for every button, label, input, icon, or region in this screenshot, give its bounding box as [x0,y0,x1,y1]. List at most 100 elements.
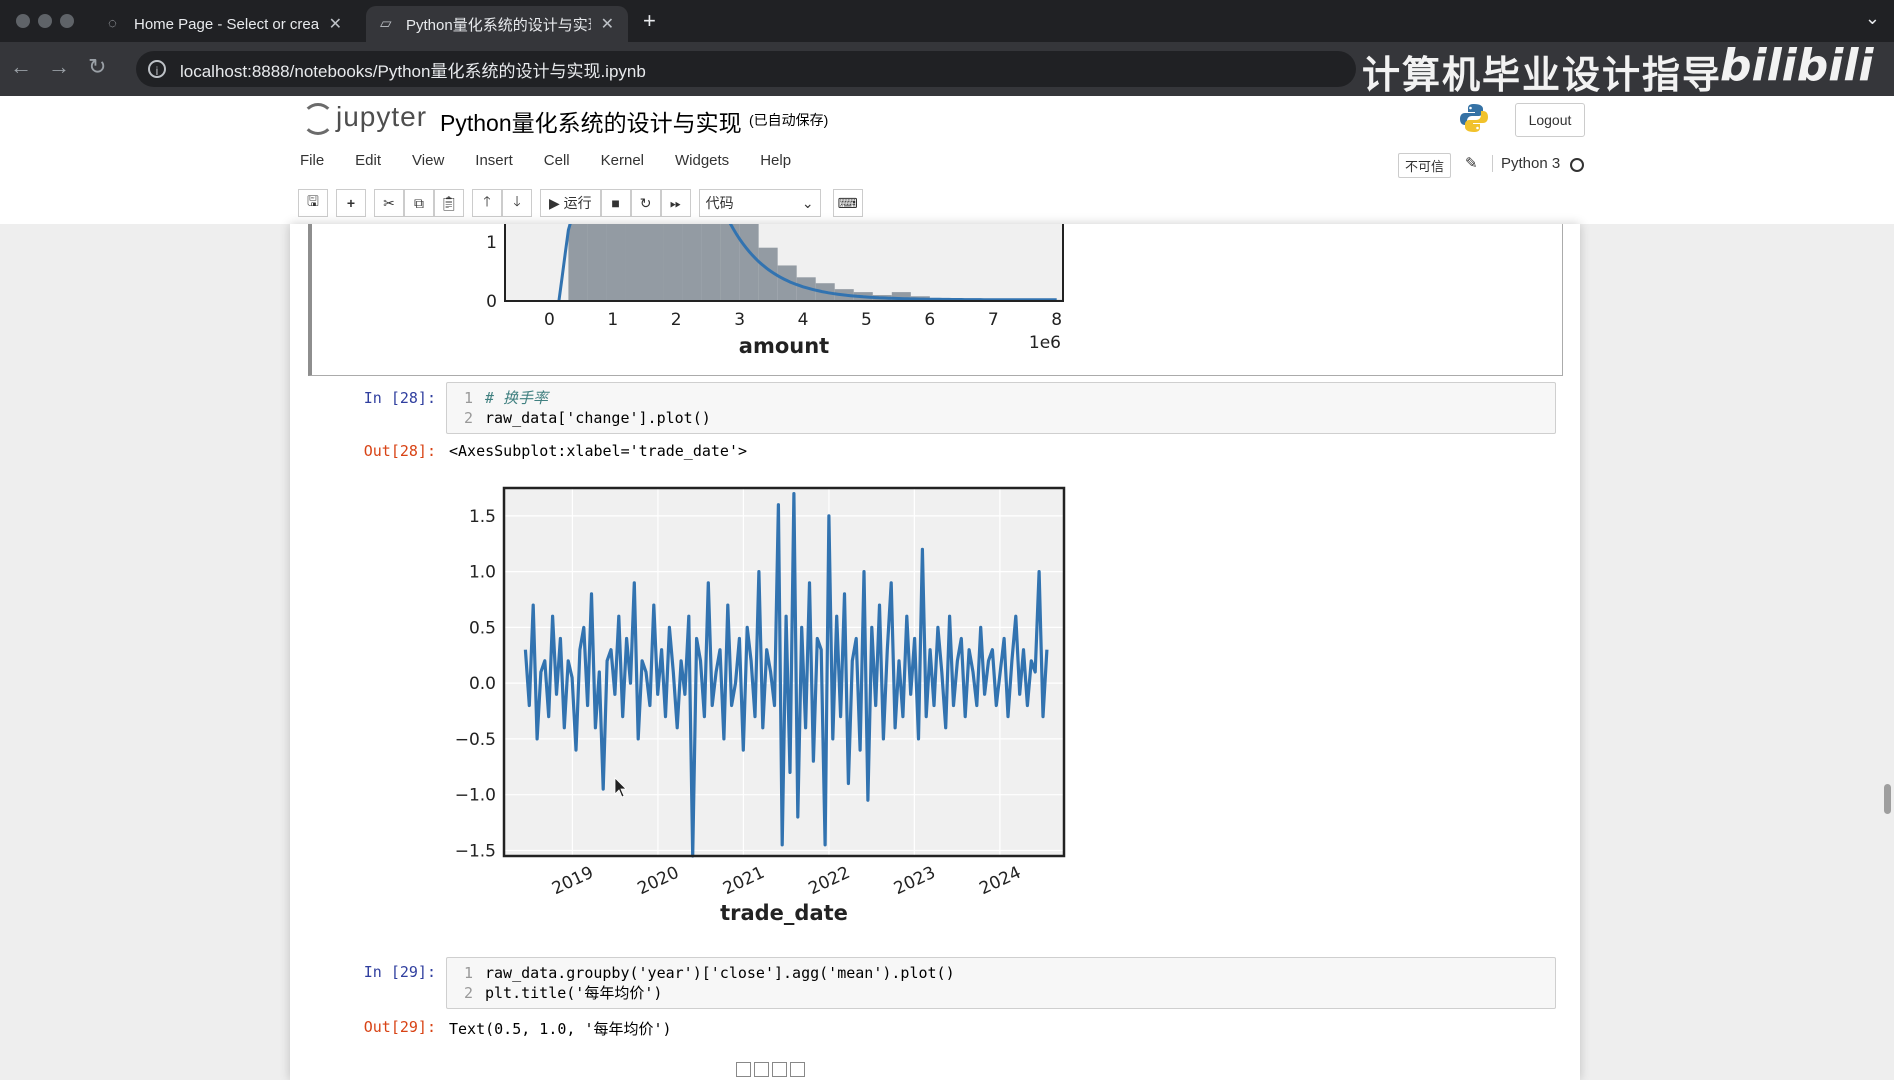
histogram-bar [568,224,588,301]
paste-button[interactable]: 📋︎ [434,189,464,217]
histogram-bar [758,247,778,301]
code-cell-input[interactable]: 1 raw_data.groupby('year')['close'].agg('… [446,957,1556,1009]
notebook-title[interactable]: Python量化系统的设计与实现 [440,110,742,136]
kernel-name[interactable]: Python 3 [1492,155,1560,172]
x-tick-label: 2024 [976,863,1024,899]
window-close-icon[interactable] [16,14,30,28]
y-tick-label: 0.5 [469,618,496,638]
x-tick-label: 2023 [891,863,939,899]
x-tick-label: 5 [861,310,872,330]
histogram-bar [625,224,645,301]
logout-button[interactable]: Logout [1515,103,1585,137]
x-tick-label: 2020 [634,863,682,899]
cell-output-text: Text(0.5, 1.0, '每年均价') [449,1020,672,1038]
info-icon[interactable]: i [148,60,166,78]
tab-notebook[interactable]: ▱ Python量化系统的设计与实现 ✕ [366,6,628,42]
restart-run-all-button[interactable]: ⏩︎ [660,189,691,217]
watermark-text: 计算机毕业设计指导 [1362,53,1723,97]
series-line [523,492,1049,858]
y-tick-label: −1.0 [455,786,496,806]
restart-button[interactable]: ↻ [630,189,661,217]
code-line: plt.title('每年均价') [485,984,663,1002]
menu-edit[interactable]: Edit [355,152,382,169]
chevron-down-icon: ⌄ [801,194,814,211]
jupyter-logo-text[interactable]: jupyter [336,101,428,132]
y-tick-label: 1 [486,233,497,253]
code-line: raw_data.groupby('year')['close'].agg('m… [485,964,955,982]
stop-icon: ■ [611,195,620,211]
cell-type-select[interactable]: 代码 ⌄ [698,189,821,217]
y-tick-label: 1.5 [469,507,496,527]
page-scrollbar[interactable] [1884,784,1891,814]
loading-icon: ◌ [108,15,117,32]
line-number: 2 [463,984,473,1002]
pencil-icon[interactable]: ✎ [1465,155,1478,172]
menu-cell[interactable]: Cell [543,152,570,169]
browser-tab-bar: ◌ Home Page - Select or creat ✕ ▱ Python… [0,0,1894,42]
tab-title: Home Page - Select or creat [134,15,319,33]
code-line: # 换手率 [485,389,549,407]
new-tab-icon[interactable]: + [643,8,656,33]
x-tick-label: 1 [607,310,618,330]
arrow-up-icon: 🡑 [483,193,491,209]
restart-icon: ↻ [639,194,652,211]
notebook-icon: ▱ [380,15,392,32]
histogram-bar [777,265,797,301]
cell-prompt-in: In [29]: [363,963,436,981]
menu-view[interactable]: View [412,152,445,169]
copy-icon: ⧉ [414,194,424,211]
save-icon: 🖫 [307,193,319,209]
move-up-button[interactable]: 🡑 [472,189,502,217]
x-tick-label: 2022 [805,863,853,899]
x-tick-label: 2019 [549,863,597,899]
address-bar: ← → ↻ i localhost:8888/notebooks/Python量… [0,42,1894,96]
cut-button[interactable]: ✂ [374,189,404,217]
amount-histogram-chart: 0 1 0 1 2 3 4 5 6 7 8 amount 1e6 [486,224,1064,354]
arrow-down-icon: 🡓 [513,193,521,209]
plot-border [502,486,1066,858]
run-label: 运行 [563,195,592,211]
menu-widgets[interactable]: Widgets [675,152,730,169]
x-tick-label: 7 [988,310,999,330]
back-icon[interactable]: ← [10,54,32,79]
code-cell-input[interactable]: 1 # 换手率 2 raw_data['change'].plot() [446,382,1556,434]
cell-prompt-in: In [28]: [363,389,436,407]
histogram-bar [587,224,607,301]
tab-home-page[interactable]: ◌ Home Page - Select or creat ✕ [94,6,356,42]
menu-bar: File Edit View Insert Cell Kernel Widget… [300,152,822,176]
cell-type-value: 代码 [705,195,734,211]
plot-border [504,224,1064,302]
x-axis-label: trade_date [720,901,848,925]
close-icon[interactable]: ✕ [328,16,342,33]
reload-icon[interactable]: ↻ [88,54,107,79]
save-button[interactable]: 🖫 [298,189,328,217]
run-button[interactable]: ▶ 运行 [540,189,601,217]
menu-file[interactable]: File [300,152,325,169]
trust-button[interactable]: 不可信 [1398,153,1452,178]
move-down-button[interactable]: 🡓 [502,189,532,217]
window-maximize-icon[interactable] [60,14,74,28]
x-tick-label: 2021 [720,863,768,899]
menu-insert[interactable]: Insert [475,152,513,169]
previous-output-cell[interactable] [308,224,1563,376]
y-tick-label: −0.5 [455,730,496,750]
histogram-bar [606,224,626,301]
play-icon: ▶ [549,194,564,211]
partial-output-glyphs [736,1062,805,1077]
interrupt-button[interactable]: ■ [600,189,631,217]
close-icon[interactable]: ✕ [600,16,614,33]
x-offset-label: 1e6 [1029,333,1061,353]
insert-cell-button[interactable]: + [336,189,366,217]
x-axis-label: amount [739,334,829,354]
window-minimize-icon[interactable] [38,14,52,28]
copy-button[interactable]: ⧉ [404,189,434,217]
menu-help[interactable]: Help [760,152,792,169]
line-number: 2 [463,409,473,427]
y-tick-label: 0 [486,292,497,312]
line-number: 1 [463,964,473,982]
command-palette-button[interactable]: ⌨ [832,189,863,217]
menu-kernel[interactable]: Kernel [600,152,644,169]
url-field[interactable]: i localhost:8888/notebooks/Python量化系统的设计… [136,51,1356,87]
forward-icon[interactable]: → [48,54,70,79]
chevron-down-icon[interactable]: ⌄ [1864,8,1880,28]
